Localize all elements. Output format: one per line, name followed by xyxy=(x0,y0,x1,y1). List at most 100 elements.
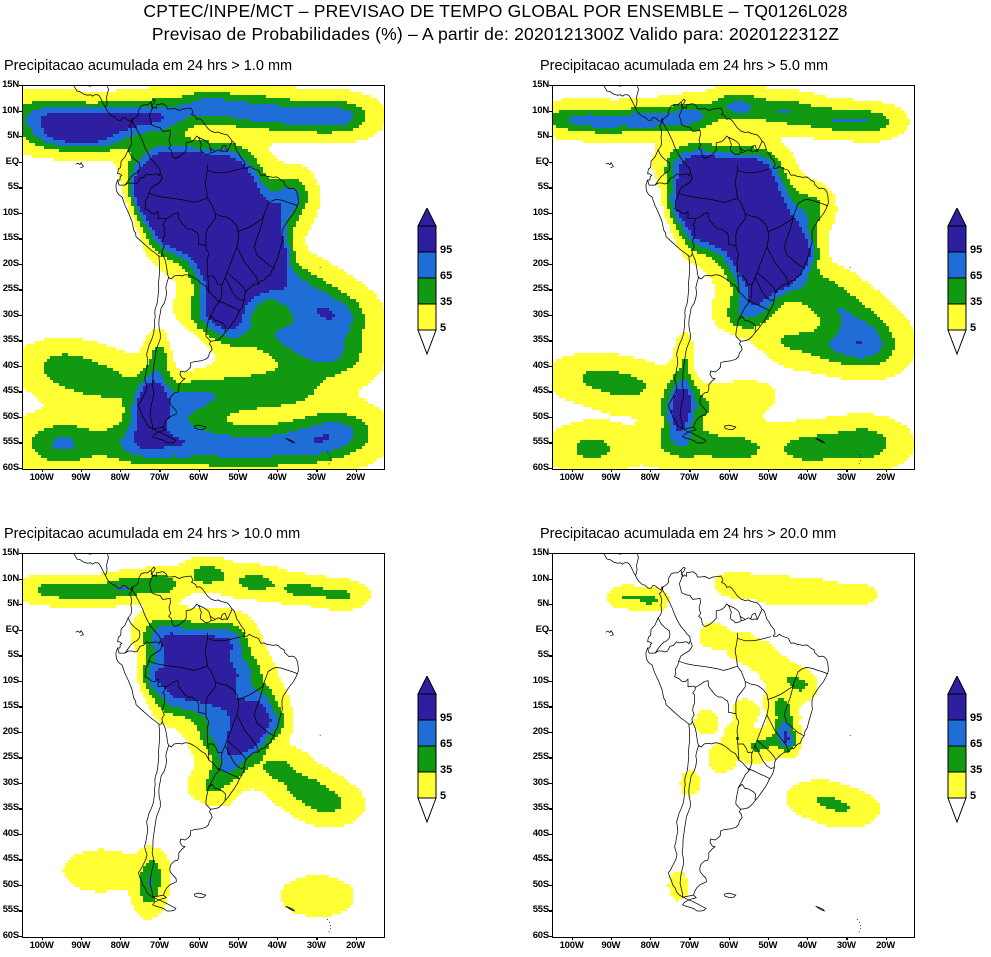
x-axis-tick xyxy=(159,469,161,473)
y-axis-label-p1-10: 35S xyxy=(2,334,20,346)
y-axis-label-p3-3: EQ xyxy=(5,623,20,635)
y-axis-tick xyxy=(19,833,22,836)
y-axis-tick xyxy=(549,416,552,419)
chart-title-line-2: Previsao de Probabilidades (%) – A parti… xyxy=(151,24,840,44)
map-plot-p2 xyxy=(552,85,915,470)
y-axis-tick xyxy=(19,238,22,240)
x-axis-label-p4-6: 40W xyxy=(797,940,817,951)
x-axis-label-p4-8: 20W xyxy=(876,940,895,951)
y-axis-tick xyxy=(549,578,552,580)
y-axis-label-p1-5: 10S xyxy=(2,206,20,218)
y-axis-label-p1-15: 60S xyxy=(2,462,20,473)
x-axis-label-p2-8: 20W xyxy=(876,472,895,483)
y-axis-label-p3-12: 45S xyxy=(2,853,20,865)
y-axis-tick xyxy=(549,136,552,138)
y-axis-tick xyxy=(19,340,22,342)
y-axis-label-p1-2: 5N xyxy=(7,130,19,142)
y-axis-label-p4-13: 50S xyxy=(532,878,550,890)
y-axis-tick xyxy=(19,808,22,810)
y-axis-tick xyxy=(549,340,552,342)
scotia-arc xyxy=(856,918,862,935)
x-axis-tick xyxy=(650,469,652,473)
x-axis-tick xyxy=(846,469,848,473)
x-axis-label-p2-1: 90W xyxy=(601,472,621,483)
country-borders xyxy=(647,101,828,430)
y-axis-tick xyxy=(549,859,552,861)
y-axis-label-p2-2: 5N xyxy=(537,130,549,142)
y-axis-label-p4-7: 20S xyxy=(532,725,550,737)
y-axis-tick xyxy=(549,731,552,734)
x-axis-label-p1-8: 20W xyxy=(346,472,365,483)
y-axis-label-p3-2: 5N xyxy=(7,598,19,610)
scotia-arc xyxy=(856,450,862,467)
y-axis-tick xyxy=(19,442,22,444)
y-axis-tick xyxy=(19,391,22,393)
x-axis-label-p1-0: 100W xyxy=(29,472,54,483)
y-axis-tick xyxy=(19,212,22,215)
y-axis-label-p4-15: 60S xyxy=(532,930,550,941)
y-axis-tick xyxy=(549,314,552,317)
x-axis-tick xyxy=(316,469,318,473)
y-axis-label-p3-9: 30S xyxy=(2,776,20,788)
x-axis-label-p1-4: 60W xyxy=(189,472,209,483)
x-axis-label-p1-3: 70W xyxy=(149,472,169,483)
y-axis-tick xyxy=(19,655,22,657)
x-axis-tick xyxy=(277,469,279,473)
scotia-arc xyxy=(326,918,332,935)
y-axis-tick xyxy=(549,782,552,785)
colorbar-tick-p2-0: 5 xyxy=(970,322,977,334)
y-axis-tick xyxy=(19,757,22,759)
x-axis-tick xyxy=(610,937,613,941)
y-axis-label-p2-13: 50S xyxy=(532,410,550,422)
y-axis-tick xyxy=(549,442,552,444)
colorbar-tick-p1-1: 35 xyxy=(440,296,453,308)
x-axis-label-p3-6: 40W xyxy=(267,940,287,951)
y-axis-tick xyxy=(549,212,552,215)
colorbar-tick-p4-0: 5 xyxy=(970,790,977,802)
y-axis-label-p4-11: 40S xyxy=(532,827,550,839)
y-axis-label-p4-12: 45S xyxy=(532,853,550,865)
y-axis-tick xyxy=(549,238,552,240)
y-axis-tick xyxy=(549,757,552,759)
y-axis-tick xyxy=(19,680,22,683)
y-axis-tick xyxy=(549,85,552,87)
y-axis-tick xyxy=(19,110,22,112)
y-axis-tick xyxy=(549,884,552,887)
x-axis-label-p2-0: 100W xyxy=(559,472,584,483)
x-axis-tick xyxy=(355,937,357,941)
x-axis-tick xyxy=(277,937,279,941)
x-axis-label-p1-7: 30W xyxy=(306,472,326,483)
y-axis-tick xyxy=(19,910,22,912)
x-axis-tick xyxy=(237,469,240,473)
x-axis-label-p3-3: 70W xyxy=(149,940,169,951)
y-axis-tick xyxy=(19,604,22,606)
y-axis-label-p4-10: 35S xyxy=(532,802,550,814)
y-axis-tick xyxy=(549,808,552,810)
x-axis-label-p3-7: 30W xyxy=(306,940,326,951)
y-axis-label-p3-1: 10N xyxy=(2,572,19,584)
x-axis-label-p2-3: 70W xyxy=(679,472,699,483)
y-axis-label-p4-9: 30S xyxy=(532,776,550,788)
y-axis-tick xyxy=(19,731,22,734)
y-axis-tick xyxy=(549,187,552,189)
x-axis-tick xyxy=(316,937,318,941)
y-axis-label-p4-0: 15N xyxy=(532,547,549,558)
x-axis-label-p1-5: 50W xyxy=(228,472,248,483)
chart-title-line-1: CPTEC/INPE/MCT – PREVISAO DE TEMPO GLOBA… xyxy=(143,1,848,21)
x-axis-tick xyxy=(728,469,730,473)
colorbar-tick-p1-0: 5 xyxy=(440,322,447,334)
colorbar-tick-p1-2: 65 xyxy=(440,270,453,282)
panel-title-p1: Precipitacao acumulada em 24 hrs > 1.0 m… xyxy=(4,58,293,74)
y-axis-tick xyxy=(19,187,22,189)
y-axis-label-p4-6: 15S xyxy=(532,700,550,712)
y-axis-tick xyxy=(19,263,22,266)
x-axis-label-p3-8: 20W xyxy=(346,940,365,951)
y-axis-tick xyxy=(19,85,22,87)
x-axis-label-p4-4: 60W xyxy=(719,940,739,951)
x-axis-tick xyxy=(689,469,691,473)
y-axis-label-p3-14: 55S xyxy=(2,904,20,916)
y-axis-label-p3-7: 20S xyxy=(2,725,20,737)
